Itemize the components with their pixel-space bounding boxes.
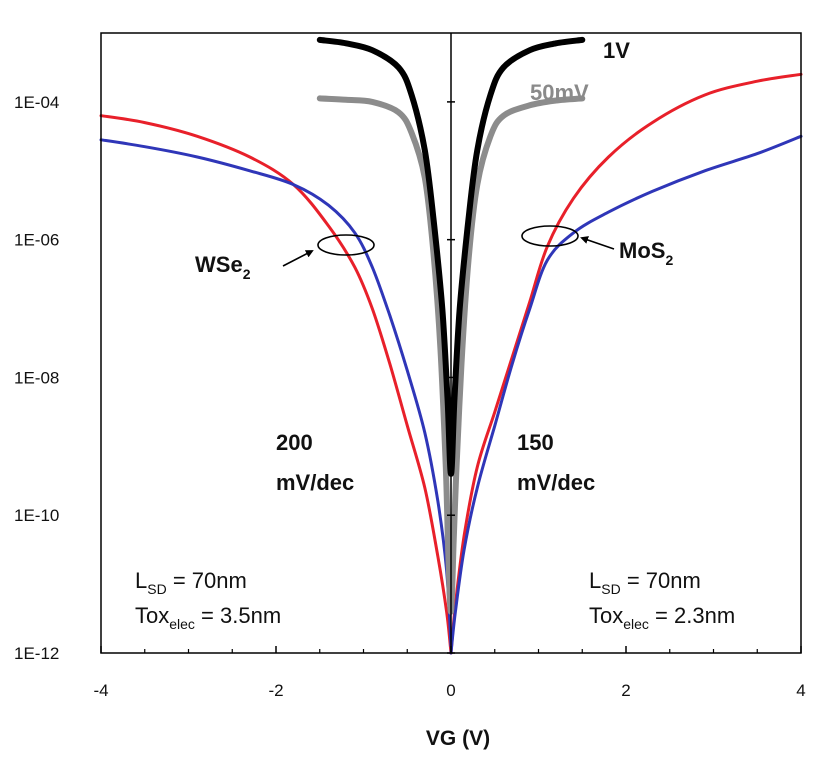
x-tick-label: -2 xyxy=(268,681,283,700)
y-tick-label: 1E-06 xyxy=(14,231,59,250)
ss-left-line2: mV/dec xyxy=(276,470,354,495)
label-wse2: WSe2 xyxy=(195,252,251,282)
series-line-wse2-red xyxy=(99,114,453,655)
ss-left-line1: 200 xyxy=(276,430,313,455)
right-lsd-main: L xyxy=(589,568,601,593)
right-tox-label: Toxelec = 2.3nm xyxy=(589,603,735,632)
right-tox-main: Tox xyxy=(589,603,623,628)
label-mos2-main: MoS xyxy=(619,238,665,263)
left-lsd-val: = 70nm xyxy=(167,568,247,593)
ticks-layer: -4 -2 0 2 4 1E-12 1E-10 1E-08 1E-06 1E-04 xyxy=(14,93,806,700)
right-lsd-label: LSD = 70nm xyxy=(589,568,701,597)
right-lsd-val: = 70nm xyxy=(621,568,701,593)
x-tick-label: 4 xyxy=(796,681,805,700)
wse2-arrow xyxy=(282,250,314,267)
left-tox-sub: elec xyxy=(169,616,195,632)
series-line-wse2-blue xyxy=(99,138,453,648)
x-axis-label: VG (V) xyxy=(426,727,490,750)
mos2-ellipse xyxy=(521,225,579,247)
series-line-mos2-red xyxy=(449,72,803,655)
right-tox-val: = 2.3nm xyxy=(649,603,735,628)
label-mos2-sub: 2 xyxy=(665,252,673,268)
y-tick-label: 1E-04 xyxy=(14,93,59,112)
label-wse2-sub: 2 xyxy=(243,266,251,282)
left-lsd-label: LSD = 70nm xyxy=(135,568,247,597)
left-tox-val: = 3.5nm xyxy=(195,603,281,628)
series-line-mos2-blue xyxy=(449,134,803,655)
right-tox-sub: elec xyxy=(623,616,649,632)
label-50mv: 50mV xyxy=(530,80,589,105)
y-tick-label: 1E-12 xyxy=(14,644,59,663)
x-tick-label: 2 xyxy=(621,681,630,700)
wse2-ellipse xyxy=(317,234,375,256)
right-lsd-sub: SD xyxy=(601,581,620,597)
left-tox-main: Tox xyxy=(135,603,169,628)
x-tick-label: -4 xyxy=(93,681,108,700)
mos2-arrow xyxy=(580,236,615,250)
left-lsd-main: L xyxy=(135,568,147,593)
ss-right-line2: mV/dec xyxy=(517,470,595,495)
label-1v: 1V xyxy=(603,38,630,63)
left-tox-label: Toxelec = 3.5nm xyxy=(135,603,281,632)
ss-right-line1: 150 xyxy=(517,430,554,455)
left-lsd-sub: SD xyxy=(147,581,166,597)
x-tick-label: 0 xyxy=(446,681,455,700)
label-mos2: MoS2 xyxy=(619,238,673,268)
y-tick-label: 1E-08 xyxy=(14,368,59,387)
label-wse2-main: WSe xyxy=(195,252,243,277)
y-tick-label: 1E-10 xyxy=(14,506,59,525)
